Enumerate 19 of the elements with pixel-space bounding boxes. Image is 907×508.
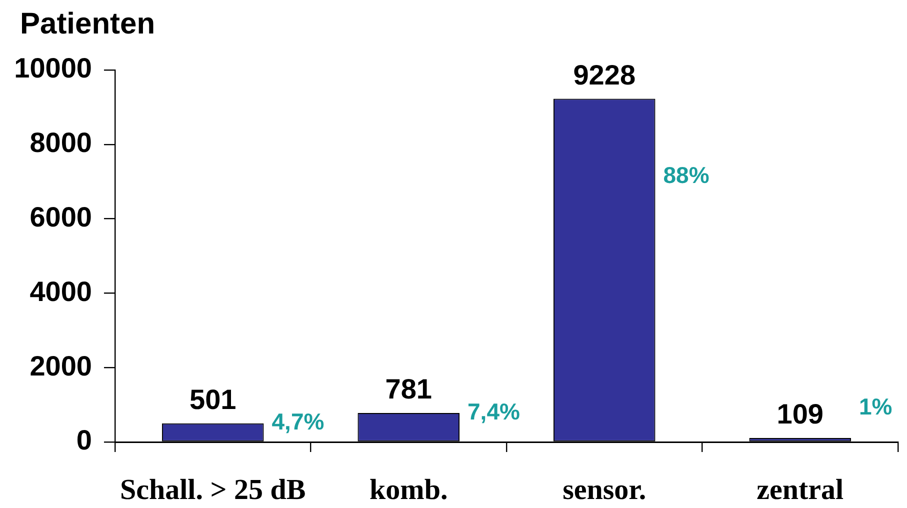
annotation: 1%: [859, 393, 892, 420]
data-label: 9228: [573, 59, 636, 90]
data-label: 501: [190, 384, 236, 416]
x-tick-label: Schall. > 25 dB: [120, 474, 306, 506]
x-tick-label: zentral: [756, 474, 844, 506]
y-tick-label: 6000: [30, 202, 92, 233]
data-label: 109: [776, 398, 824, 430]
y-axis-title: Patienten: [20, 7, 156, 40]
data-label: 781: [385, 374, 432, 405]
annotation: 7,4%: [468, 398, 520, 424]
x-tick-label: komb.: [370, 474, 448, 506]
annotation: 88%: [663, 162, 710, 188]
y-tick-label: 0: [76, 424, 92, 456]
x-tick-label: sensor.: [562, 474, 646, 506]
y-tick-label: 8000: [30, 127, 92, 158]
y-tick-label: 4000: [30, 276, 92, 307]
annotation: 4,7%: [272, 408, 324, 435]
y-tick-label: 10000: [14, 52, 92, 84]
y-tick-label: 2000: [30, 350, 92, 382]
